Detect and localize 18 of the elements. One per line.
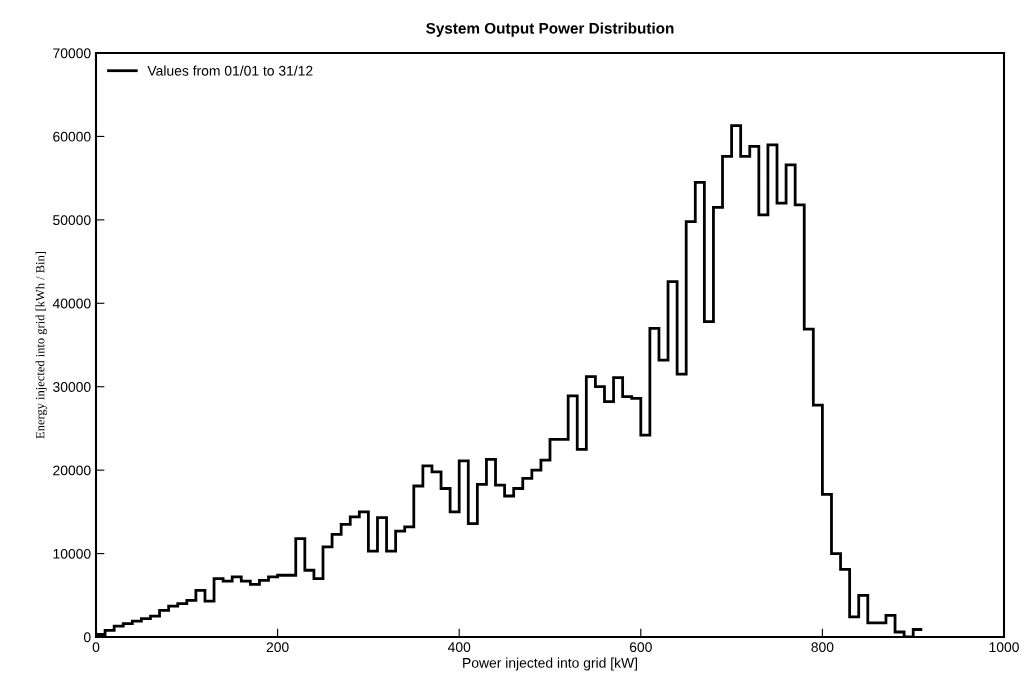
x-tick-label: 200 [266,642,289,653]
y-tick-label: 60000 [53,131,91,142]
y-tick-label: 30000 [53,382,91,392]
chart-title: System Output Power Distribution [426,22,674,37]
y-tick-label: 40000 [52,298,91,309]
x-tick-label: 600 [629,642,652,653]
x-tick-label: 400 [447,642,471,653]
y-tick-label: 50000 [53,215,91,226]
y-axis-title: Energy injected into grid [kWh / Bin] [35,251,47,439]
y-tick-label: 10000 [53,548,91,559]
x-tick-label: 1000 [989,642,1019,653]
y-tick-label: 70000 [53,48,91,59]
y-tick-label: 20000 [53,465,91,476]
legend-label: Values from 01/01 to 31/12 [147,65,313,76]
x-tick-label: 800 [811,642,834,653]
y-tick-label: 0 [83,632,91,643]
x-axis-title: Power injected into grid [kW] [463,657,638,671]
x-tick-label: 0 [92,642,100,653]
